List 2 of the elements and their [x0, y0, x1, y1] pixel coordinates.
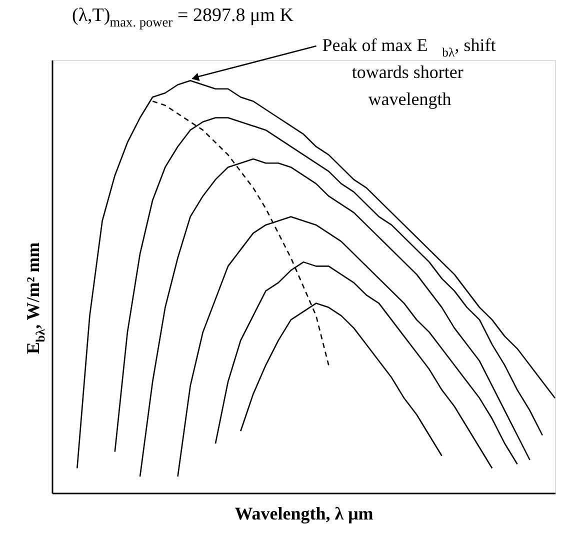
y-axis-title: Ebλ, W/m² mm [23, 242, 48, 354]
x-axis-title: Wavelength, λ μm [234, 504, 374, 524]
